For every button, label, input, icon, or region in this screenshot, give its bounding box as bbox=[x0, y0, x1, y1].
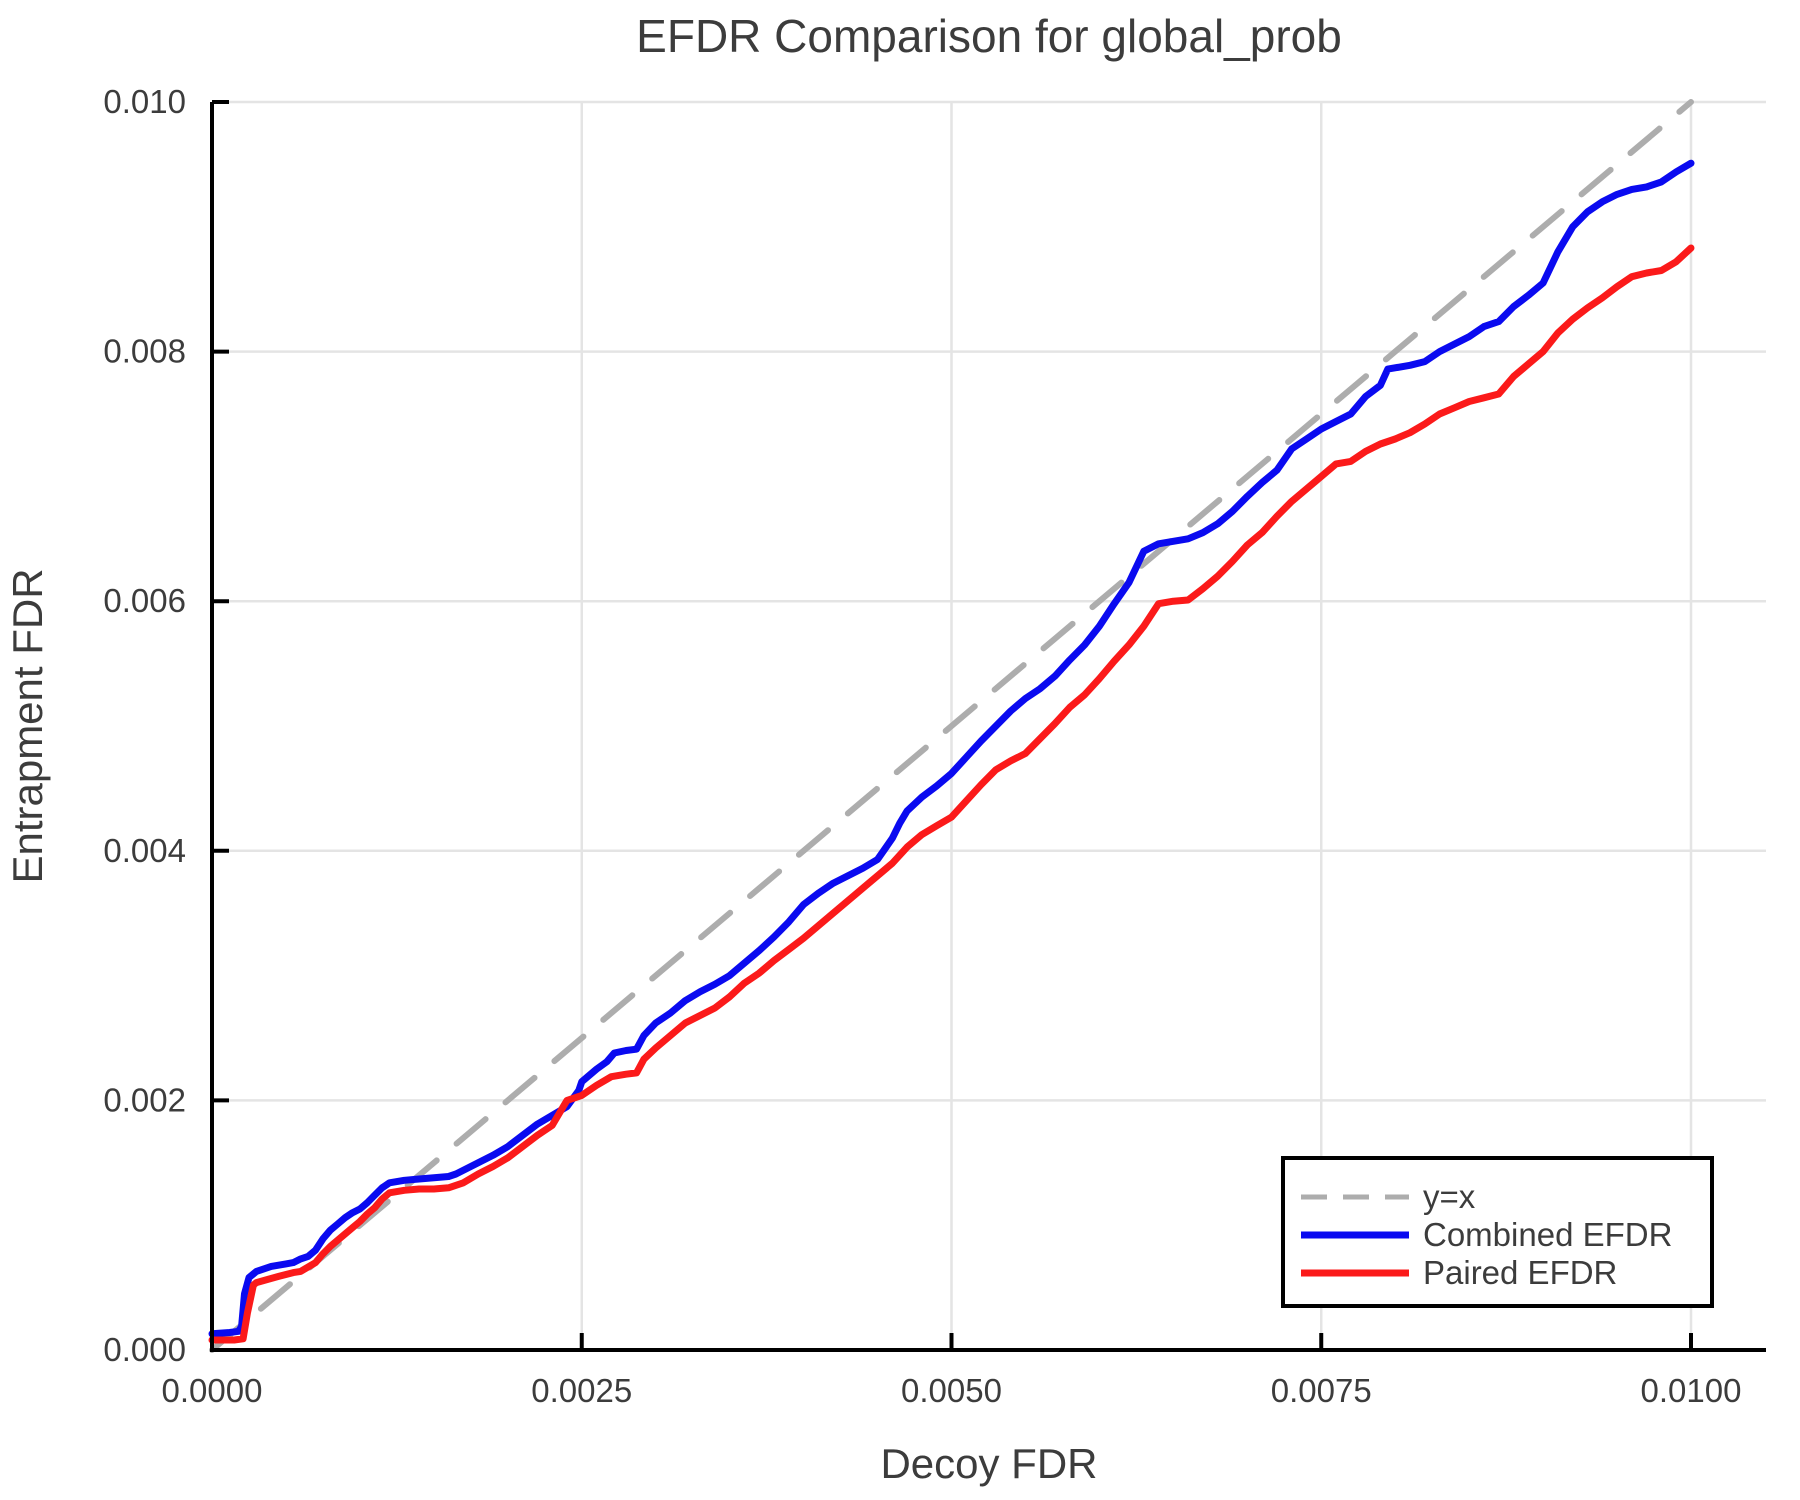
y-tick-label: 0.002 bbox=[103, 1081, 186, 1118]
x-tick-label: 0.0000 bbox=[162, 1372, 263, 1409]
series-line-combined-efdr bbox=[208, 159, 1695, 1338]
y-tick-label: 0.006 bbox=[103, 582, 186, 619]
y-axis-label: Entrapment FDR bbox=[4, 568, 51, 883]
chart-title: EFDR Comparison for global_prob bbox=[636, 10, 1342, 62]
legend-label: y=x bbox=[1423, 1178, 1476, 1215]
series-line-y-x bbox=[209, 99, 1694, 1353]
x-tick-label: 0.0075 bbox=[1271, 1372, 1372, 1409]
y-tick-label: 0.008 bbox=[103, 333, 186, 370]
y-tick-label: 0.000 bbox=[103, 1331, 186, 1368]
tick-labels: 0.0000 0.0025 0.0050 0.0075 0.0100 0.000 0.002… bbox=[103, 83, 1741, 1409]
x-axis-label: Decoy FDR bbox=[880, 1440, 1097, 1487]
axes bbox=[210, 100, 1766, 1352]
series-line-paired-efdr bbox=[208, 244, 1695, 1344]
series-lines bbox=[208, 99, 1695, 1353]
y-tick-label: 0.010 bbox=[103, 83, 186, 120]
x-tick-label: 0.0100 bbox=[1641, 1372, 1742, 1409]
y-tick-label: 0.004 bbox=[103, 832, 186, 869]
x-tick-label: 0.0050 bbox=[901, 1372, 1002, 1409]
legend-label: Paired EFDR bbox=[1423, 1254, 1617, 1291]
x-tick-label: 0.0025 bbox=[531, 1372, 632, 1409]
legend-label: Combined EFDR bbox=[1423, 1216, 1672, 1253]
